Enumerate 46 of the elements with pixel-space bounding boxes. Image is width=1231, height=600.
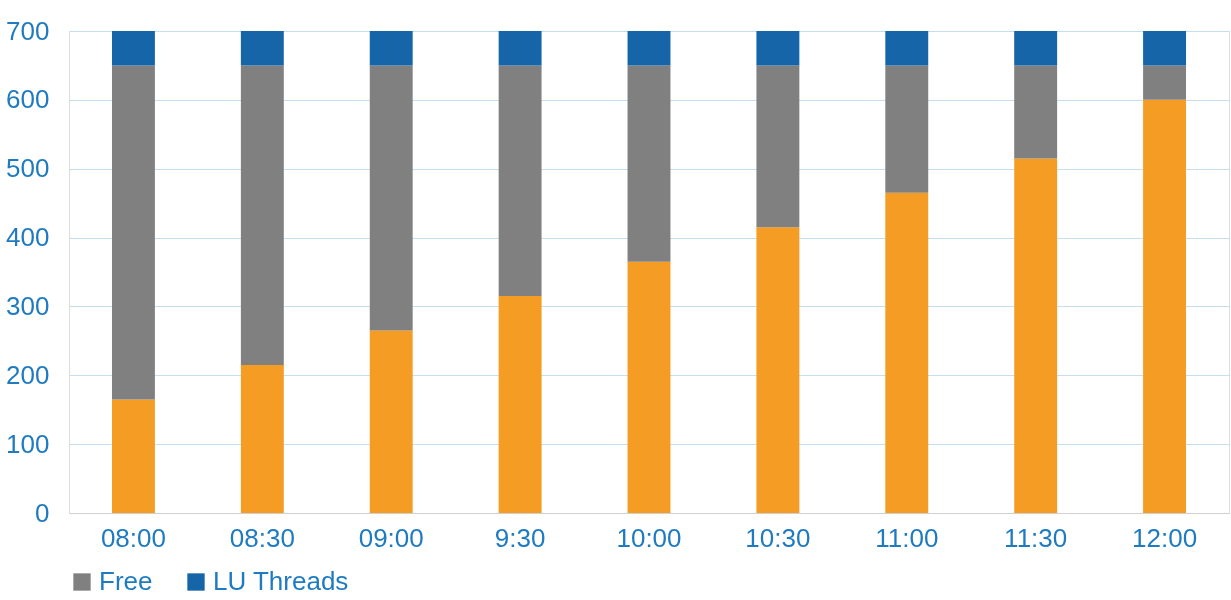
- bar: [369, 330, 413, 513]
- bar: [627, 31, 671, 66]
- bar: [369, 65, 413, 331]
- bar: [498, 296, 542, 513]
- bar: [240, 65, 284, 365]
- y-tick-label: 100: [6, 428, 50, 459]
- x-tick-label: 11:30: [1004, 522, 1068, 553]
- bar: [240, 31, 284, 66]
- bar: [1014, 31, 1058, 66]
- legend-label: LU Threads: [213, 566, 349, 596]
- bar: [369, 31, 413, 66]
- bar: [1014, 158, 1058, 513]
- bar: [111, 31, 155, 66]
- x-tick-label: 12:00: [1132, 522, 1198, 553]
- bar: [756, 227, 800, 513]
- bar: [498, 65, 542, 297]
- x-tick-label: 9:30: [494, 522, 546, 553]
- bar: [627, 65, 671, 262]
- bar: [1143, 99, 1187, 513]
- x-tick-label: 11:00: [875, 522, 939, 553]
- x-tick-label: 10:30: [745, 522, 811, 553]
- y-tick-label: 0: [35, 497, 50, 528]
- bar: [756, 31, 800, 66]
- x-tick-label: 09:00: [358, 522, 424, 553]
- y-tick-label: 700: [6, 15, 50, 46]
- x-tick-label: 08:30: [229, 522, 295, 553]
- legend-label: Free: [99, 566, 153, 596]
- bar: [885, 31, 929, 66]
- bar: [756, 65, 800, 228]
- bar: [111, 65, 155, 400]
- y-tick-label: 300: [6, 290, 50, 321]
- bar: [1014, 65, 1058, 159]
- bar: [885, 65, 929, 193]
- y-tick-label: 400: [6, 222, 50, 253]
- bar: [240, 364, 284, 513]
- x-tick-label: 08:00: [100, 522, 166, 553]
- bar: [111, 399, 155, 513]
- y-tick-label: 200: [6, 359, 50, 390]
- bar: [1143, 65, 1187, 100]
- y-tick-label: 600: [6, 84, 50, 115]
- bar: [1143, 31, 1187, 66]
- bar: [627, 261, 671, 513]
- y-tick-label: 500: [6, 153, 50, 184]
- x-tick-label: 10:00: [616, 522, 682, 553]
- bar: [885, 192, 929, 513]
- bar: [498, 31, 542, 66]
